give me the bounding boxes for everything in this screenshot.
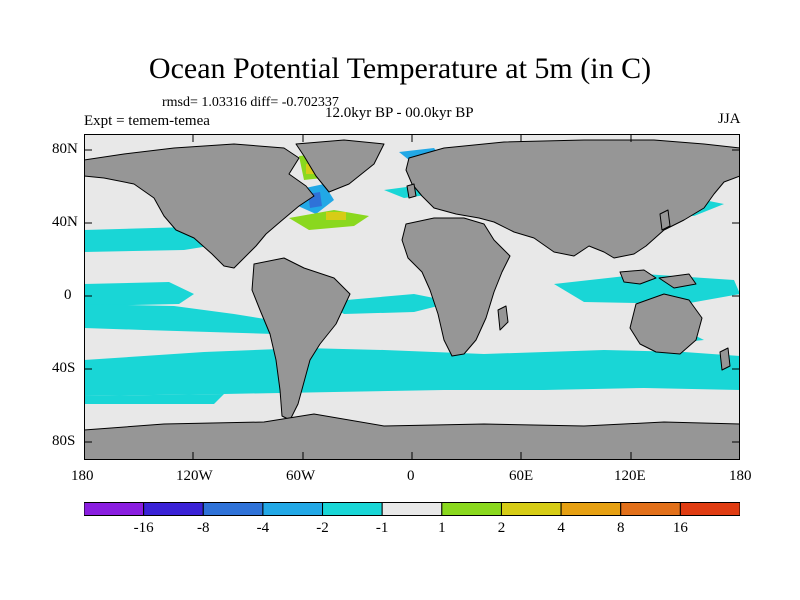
lon-tick-label: 60W xyxy=(286,468,316,484)
rmsd-diff-stats: rmsd= 1.03316 diff= -0.702337 xyxy=(162,95,339,110)
lon-tick-label: 120W xyxy=(176,468,213,484)
colorbar-label: 1 xyxy=(438,520,446,536)
lon-tick-label: 60E xyxy=(509,468,534,484)
south-america xyxy=(251,257,351,421)
colorbar-label: 16 xyxy=(672,520,688,536)
maritime-continent xyxy=(619,269,657,285)
masked-region-right xyxy=(700,434,740,460)
colorbar-label: 2 xyxy=(497,520,506,536)
colorbar-box xyxy=(143,502,204,516)
japan xyxy=(659,209,671,231)
lat-tick-label: 80S xyxy=(52,433,76,449)
lon-tick-label: 180 xyxy=(729,468,752,484)
period-label: 12.0kyr BP - 00.0kyr BP xyxy=(325,105,474,121)
map-title: Ocean Potential Temperature at 5m (in C) xyxy=(148,52,652,85)
lon-tick-label: 120E xyxy=(614,468,646,484)
colorbar-label: -1 xyxy=(375,520,389,536)
colorbar-box xyxy=(381,502,443,516)
new-zealand xyxy=(719,347,731,371)
colorbar-label: -2 xyxy=(316,520,329,536)
colorbar xyxy=(84,502,740,516)
lon-tick-label: 180 xyxy=(71,468,94,484)
colorbar-label: 4 xyxy=(557,520,565,536)
colorbar-box xyxy=(84,502,145,516)
colorbar-label: -8 xyxy=(197,520,210,536)
lat-tick-label: 0 xyxy=(64,287,72,303)
colorbar-box xyxy=(560,502,622,516)
season-label: JJA xyxy=(718,111,741,127)
new-guinea xyxy=(658,273,697,289)
antarctica xyxy=(84,413,740,460)
colorbar-boxes xyxy=(84,502,740,516)
lat-tick-label: 40N xyxy=(52,214,78,230)
colorbar-box xyxy=(262,502,324,516)
madagascar xyxy=(497,305,509,331)
lat-tick-label: 80N xyxy=(52,141,78,157)
north-america xyxy=(84,143,315,269)
africa xyxy=(401,217,511,357)
land-masses xyxy=(84,139,740,460)
colorbar-box xyxy=(620,502,681,516)
colorbar-box xyxy=(322,502,383,516)
axis-ticks xyxy=(84,134,740,460)
colorbar-label: 8 xyxy=(616,520,625,536)
colorbar-box xyxy=(500,502,562,516)
masked-region-left xyxy=(84,434,124,460)
eurasia xyxy=(405,139,740,259)
world-map xyxy=(84,134,740,460)
australia xyxy=(629,293,703,355)
colorbar-box xyxy=(679,502,740,516)
colorbar-box xyxy=(441,502,502,516)
lat-tick-label: 40S xyxy=(52,360,76,376)
colorbar-box xyxy=(202,502,264,516)
greenland xyxy=(295,139,385,193)
british-isles xyxy=(406,183,417,199)
lon-tick-label: 0 xyxy=(407,468,415,484)
colorbar-label: -16 xyxy=(133,520,154,536)
experiment-label: Expt = temem-temea xyxy=(84,113,210,129)
colorbar-label: -4 xyxy=(256,520,270,536)
